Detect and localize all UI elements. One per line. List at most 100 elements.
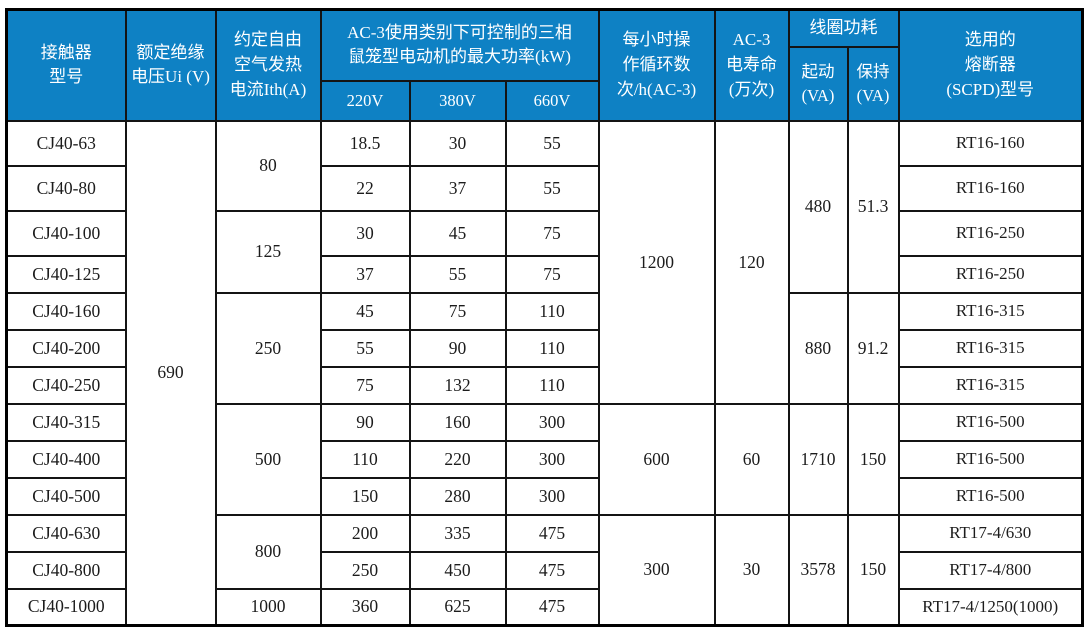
cell-fuse: RT17-4/1250(1000) (897, 587, 1084, 627)
cell-model: CJ40-63 (5, 119, 127, 167)
table-row: CJ40-63 690 80 18.5 30 55 1200 120 480 5… (5, 119, 1084, 627)
cell-kw-220v: 18.5 (319, 119, 411, 167)
cell-kw-220v: 150 (319, 476, 411, 516)
cell-ith: 250 (214, 291, 322, 405)
cell-kw-380v: 37 (408, 164, 507, 212)
cell-kw-660v: 55 (504, 164, 600, 212)
cell-kw-660v: 110 (504, 365, 600, 405)
cell-kw-380v: 625 (408, 587, 507, 627)
cell-model: CJ40-160 (5, 291, 127, 331)
cell-ith: 1000 (214, 587, 322, 627)
cell-kw-220v: 75 (319, 365, 411, 405)
table-row: CJ40-250 75 132 110 RT16-315 (5, 365, 1084, 405)
cell-coil-pickup: 1710 (787, 402, 849, 516)
cell-coil-hold: 51.3 (846, 119, 900, 294)
table-row: CJ40-800 250 450 475 RT17-4/800 (5, 550, 1084, 590)
header-row: 220V 380V 660V (7, 79, 1083, 122)
cell-kw-660v: 110 (504, 291, 600, 331)
cell-kw-380v: 280 (408, 476, 507, 516)
cell-coil-hold: 91.2 (846, 291, 900, 405)
header-380v: 380V (408, 79, 507, 122)
cell-fuse: RT17-4/630 (897, 513, 1084, 553)
cell-coil-pickup: 3578 (787, 513, 849, 627)
cell-coil-pickup: 480 (787, 119, 849, 294)
cell-kw-380v: 55 (408, 254, 507, 294)
cell-model: CJ40-500 (5, 476, 127, 516)
cell-fuse: RT16-315 (897, 365, 1084, 405)
header-coil-hold: 保持 (VA) (846, 45, 900, 122)
cell-model: CJ40-315 (5, 402, 127, 442)
cell-kw-660v: 300 (504, 402, 600, 442)
table-body: CJ40-63 690 80 18.5 30 55 1200 120 480 5… (5, 119, 1084, 627)
table-row: CJ40-400 110 220 300 RT16-500 (5, 439, 1084, 479)
cell-kw-660v: 475 (504, 550, 600, 590)
cell-model: CJ40-400 (5, 439, 127, 479)
header-contactor-model: 接触器 型号 (5, 8, 127, 122)
table-row: CJ40-630 800 200 335 475 300 30 3578 150… (5, 513, 1084, 627)
header-coil-power: 线圈功耗 (787, 8, 900, 48)
header-220v: 220V (319, 79, 411, 122)
cell-fuse: RT16-500 (897, 476, 1084, 516)
cell-coil-hold: 150 (846, 513, 900, 627)
cell-model: CJ40-250 (5, 365, 127, 405)
cell-ops: 1200 (597, 119, 716, 405)
header-fuse-type: 选用的 熔断器 (SCPD)型号 (897, 8, 1084, 122)
cell-kw-220v: 30 (319, 209, 411, 257)
cell-kw-660v: 55 (504, 119, 600, 167)
cell-fuse: RT16-250 (897, 254, 1084, 294)
cell-kw-220v: 45 (319, 291, 411, 331)
table-row: CJ40-100 125 30 45 75 RT16-250 (5, 209, 1084, 294)
cell-model: CJ40-1000 (5, 587, 127, 627)
table-row: CJ40-315 500 90 160 300 600 60 1710 150 … (5, 402, 1084, 516)
cell-model: CJ40-125 (5, 254, 127, 294)
cell-kw-220v: 110 (319, 439, 411, 479)
cell-kw-380v: 335 (408, 513, 507, 553)
cell-coil-hold: 150 (846, 402, 900, 516)
cell-kw-220v: 22 (319, 164, 411, 212)
table-row: CJ40-125 37 55 75 RT16-250 (5, 254, 1084, 294)
cell-fuse: RT16-500 (897, 402, 1084, 442)
cell-life: 30 (713, 513, 790, 627)
header-electrical-life: AC-3 电寿命 (万次) (713, 8, 790, 122)
cell-kw-380v: 160 (408, 402, 507, 442)
table-row: CJ40-160 250 45 75 110 880 91.2 RT16-315 (5, 291, 1084, 405)
header-row: 起动 (VA) 保持 (VA) (7, 45, 1083, 122)
cell-kw-220v: 37 (319, 254, 411, 294)
cell-ith: 500 (214, 402, 322, 516)
table-row: CJ40-200 55 90 110 RT16-315 (5, 328, 1084, 368)
header-660v: 660V (504, 79, 600, 122)
cell-ith: 125 (214, 209, 322, 294)
header-row: 接触器 型号 额定绝缘 电压Ui (V) 约定自由 空气发热 电流Ith(A) … (5, 8, 1084, 122)
table-row: CJ40-80 22 37 55 RT16-160 (5, 164, 1084, 212)
cell-kw-220v: 250 (319, 550, 411, 590)
cell-ith: 800 (214, 513, 322, 590)
cell-fuse: RT16-160 (897, 119, 1084, 167)
cell-kw-660v: 75 (504, 254, 600, 294)
cell-model: CJ40-100 (5, 209, 127, 257)
cell-kw-220v: 55 (319, 328, 411, 368)
cell-model: CJ40-630 (5, 513, 127, 553)
cell-kw-660v: 75 (504, 209, 600, 257)
cell-kw-660v: 300 (504, 439, 600, 479)
cell-ui-voltage: 690 (124, 119, 217, 627)
contactor-spec-table: 接触器 型号 额定绝缘 电压Ui (V) 约定自由 空气发热 电流Ith(A) … (5, 8, 1084, 627)
cell-kw-660v: 300 (504, 476, 600, 516)
cell-model: CJ40-200 (5, 328, 127, 368)
cell-kw-380v: 132 (408, 365, 507, 405)
header-coil-pickup: 起动 (VA) (787, 45, 849, 122)
cell-fuse: RT16-315 (897, 291, 1084, 331)
cell-model: CJ40-80 (5, 164, 127, 212)
header-insulation-voltage: 额定绝缘 电压Ui (V) (124, 8, 217, 122)
header-ac3-max-power: AC-3使用类别下可控制的三相 鼠笼型电动机的最大功率(kW) (319, 8, 600, 82)
cell-ops: 300 (597, 513, 716, 627)
table-row: CJ40-500 150 280 300 RT16-500 (5, 476, 1084, 516)
cell-kw-220v: 200 (319, 513, 411, 553)
cell-kw-380v: 75 (408, 291, 507, 331)
cell-kw-660v: 110 (504, 328, 600, 368)
cell-kw-660v: 475 (504, 513, 600, 553)
cell-ops: 600 (597, 402, 716, 516)
cell-fuse: RT16-500 (897, 439, 1084, 479)
cell-kw-380v: 45 (408, 209, 507, 257)
cell-ith: 80 (214, 119, 322, 212)
cell-coil-pickup: 880 (787, 291, 849, 405)
